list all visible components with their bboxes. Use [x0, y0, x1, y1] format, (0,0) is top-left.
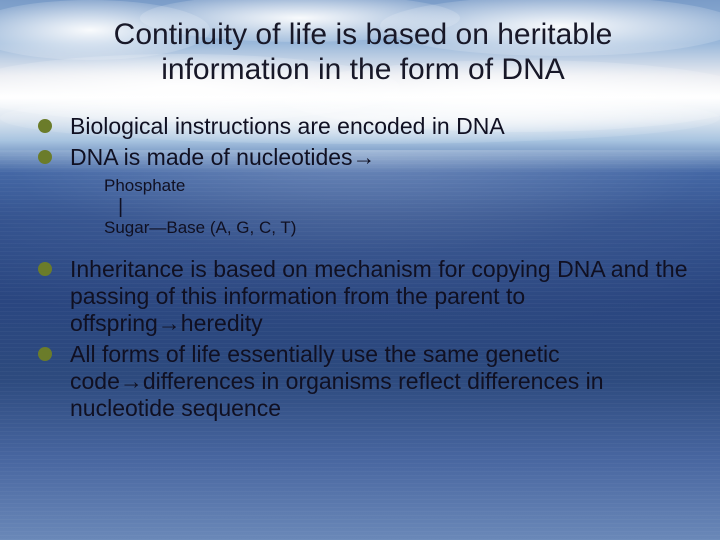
bullet-list-2: Inheritance is based on mechanism for co…: [36, 256, 690, 423]
bullet-text: DNA is made of nucleotides→: [70, 144, 376, 170]
sugar-base-label: Sugar—Base (A, G, C, T): [104, 218, 296, 237]
title-line-2: information in the form of DNA: [161, 53, 565, 86]
bullet-text: All forms of life essentially use the sa…: [70, 341, 604, 421]
bullet-item: DNA is made of nucleotides→: [36, 144, 690, 171]
slide: Continuity of life is based on heritable…: [0, 0, 720, 540]
bullet-item: Inheritance is based on mechanism for co…: [36, 256, 690, 337]
bond-bar: |: [104, 197, 690, 217]
bullet-list: Biological instructions are encoded in D…: [36, 113, 690, 171]
title-line-1: Continuity of life is based on heritable: [114, 18, 613, 51]
nucleotide-diagram: Phosphate | Sugar—Base (A, G, C, T): [104, 175, 690, 238]
bullet-text: Biological instructions are encoded in D…: [70, 113, 505, 139]
phosphate-label: Phosphate: [104, 176, 185, 195]
bullet-item: All forms of life essentially use the sa…: [36, 341, 690, 422]
bullet-item: Biological instructions are encoded in D…: [36, 113, 690, 140]
slide-content: Continuity of life is based on heritable…: [0, 0, 720, 447]
slide-title: Continuity of life is based on heritable…: [36, 18, 690, 95]
bullet-text: Inheritance is based on mechanism for co…: [70, 256, 688, 336]
